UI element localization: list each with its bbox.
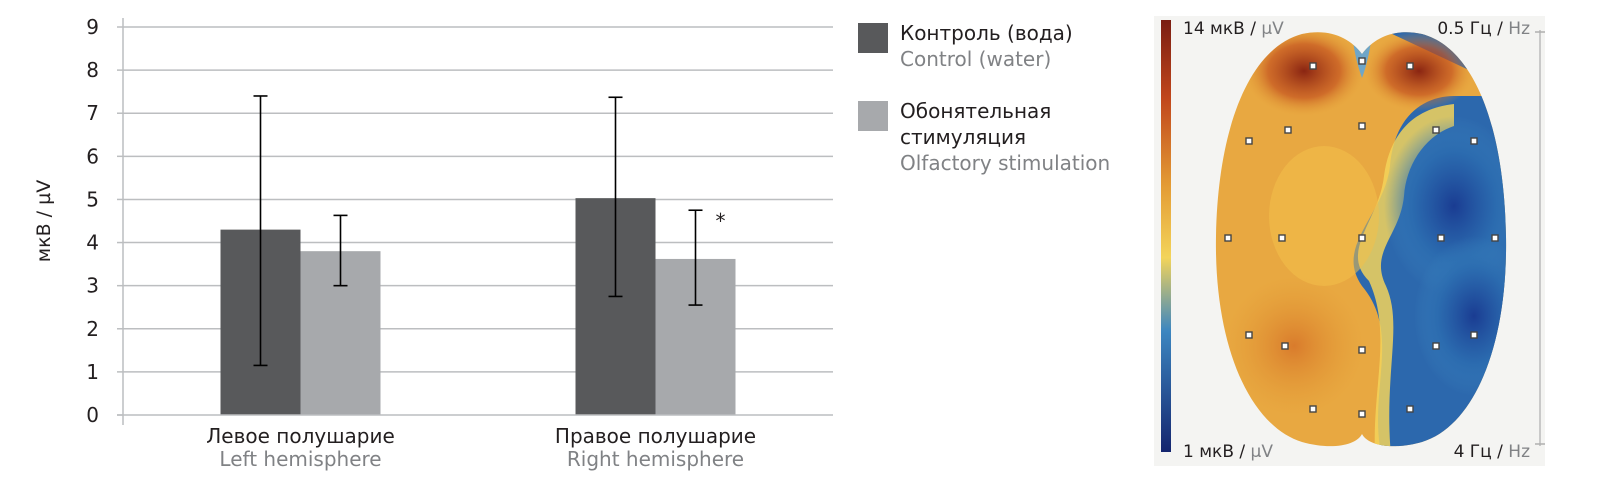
bars (220, 198, 736, 415)
legend: Контроль (вода) Control (water) Обонятел… (858, 20, 1138, 176)
error-bars: * (253, 95, 726, 367)
freq-low-label: 0.5 Гц / Hz (1437, 19, 1530, 39)
legend-label-en: Olfactory stimulation (900, 151, 1111, 175)
legend-item-control: Контроль (вода) Control (water) (858, 20, 1138, 72)
y-axis-ticks: 0 1 2 3 4 5 6 7 8 9 (86, 15, 123, 427)
x-tick-label-en: Right hemisphere (567, 447, 744, 471)
y-tick-label: 0 (86, 403, 99, 427)
y-tick-label: 7 (86, 101, 99, 125)
eeg-topographic-map: 14 мкВ / µV 0.5 Гц / Hz 1 мкВ / µV 4 Гц … (1154, 16, 1545, 466)
color-scale-bar (1161, 20, 1171, 452)
legend-label-en: Control (water) (900, 47, 1052, 71)
y-tick-label: 6 (86, 144, 99, 168)
y-axis-label: мкВ / µV (33, 180, 55, 262)
y-tick-label: 4 (86, 231, 99, 255)
x-tick-label: Правое полушарие (555, 424, 756, 448)
legend-item-olfactory: Обонятельная стимуляция Olfactory stimul… (858, 98, 1138, 176)
legend-label-ru: Контроль (вода) (900, 21, 1073, 45)
y-tick-label: 5 (86, 187, 99, 211)
significance-marker: * (716, 209, 726, 233)
scale-min-label: 1 мкВ / µV (1183, 442, 1273, 462)
legend-swatch-control (858, 23, 888, 53)
legend-label-ru: Обонятельная стимуляция (900, 99, 1052, 149)
x-tick-label: Левое полушарие (206, 424, 395, 448)
electrodes (1224, 57, 1499, 418)
scale-max-label: 14 мкВ / µV (1183, 19, 1284, 39)
legend-swatch-olfactory (858, 101, 888, 131)
head-map (1215, 32, 1507, 447)
y-tick-label: 8 (86, 58, 99, 82)
y-tick-label: 1 (86, 360, 99, 384)
y-tick-label: 3 (86, 274, 99, 298)
y-tick-label: 2 (86, 317, 99, 341)
topomap-graphic (1161, 20, 1545, 452)
freq-high-label: 4 Гц / Hz (1453, 442, 1530, 462)
x-tick-label-en: Left hemisphere (219, 447, 381, 471)
y-tick-label: 9 (86, 15, 99, 39)
